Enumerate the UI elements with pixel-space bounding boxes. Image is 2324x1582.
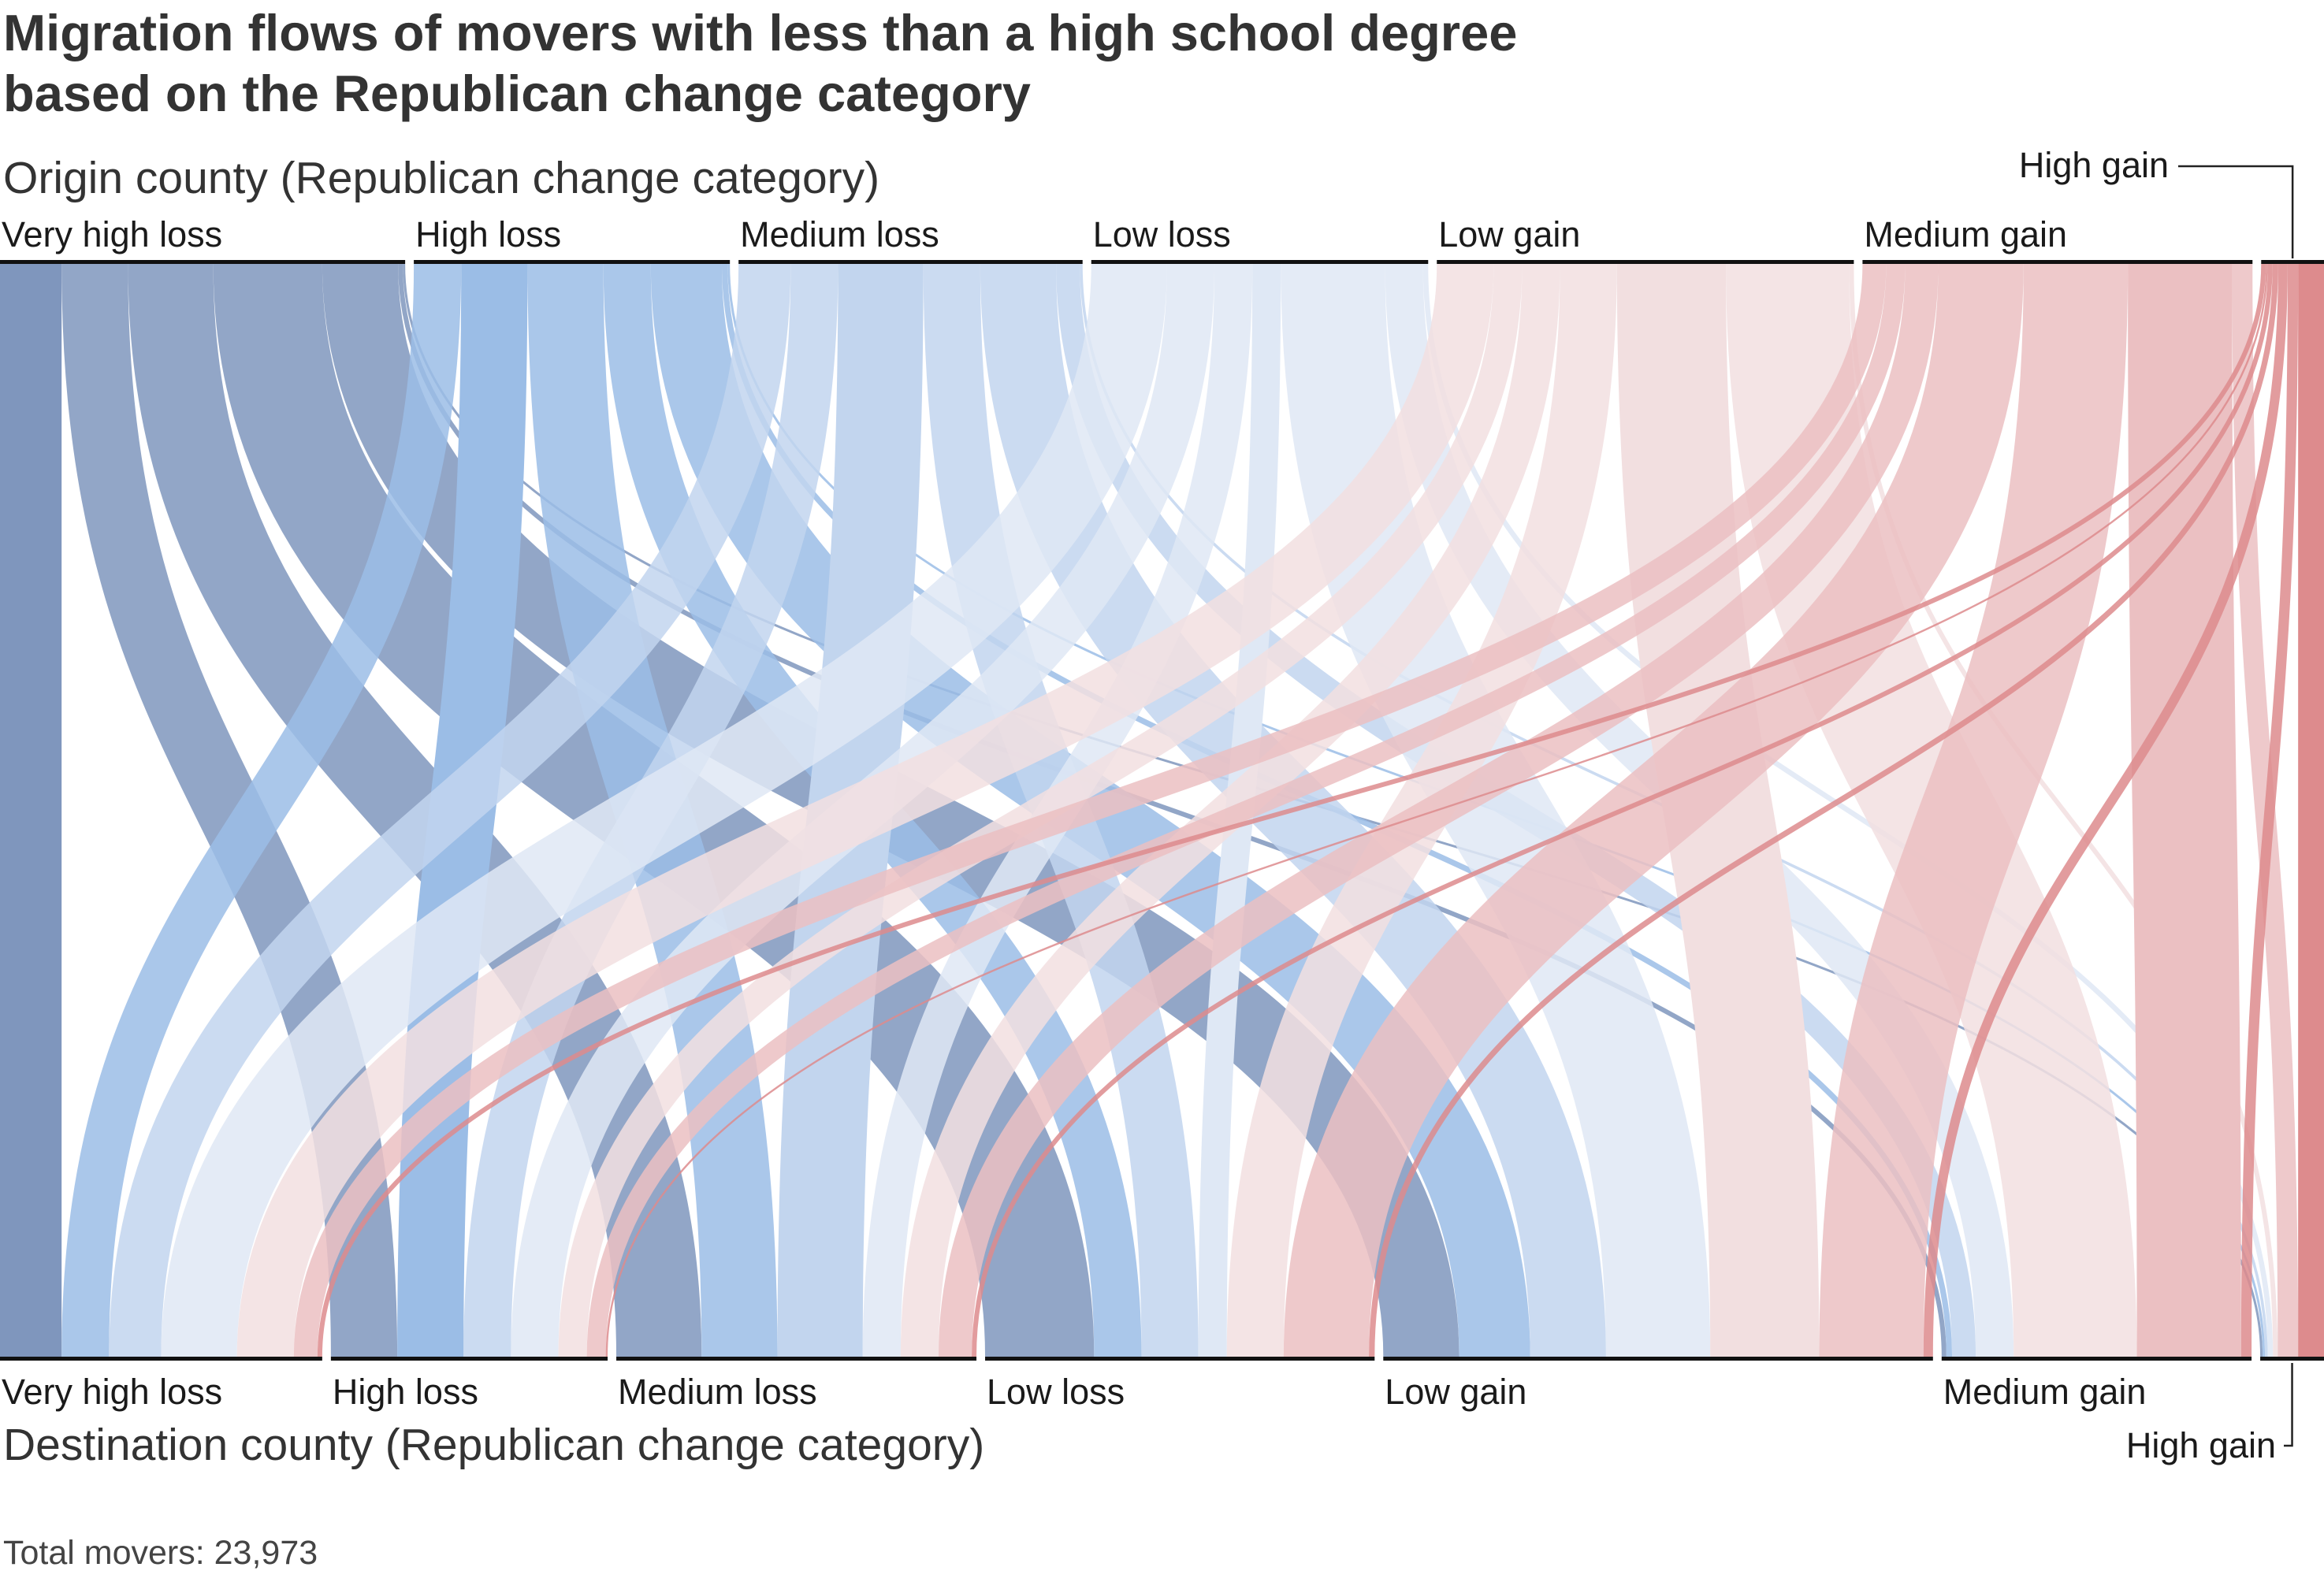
flow-medium-gain-to-very-high-loss [293,263,1887,1357]
flow-high-gain-to-low-gain [1923,263,2288,1357]
destination-label-low-loss: Low loss [987,1372,1125,1412]
destination-label-medium-loss: Medium loss [618,1372,817,1412]
flow-low-gain-to-high-loss [558,263,1523,1357]
destination-bar-low-gain [1383,1357,1933,1361]
flow-high-gain-to-medium-gain [2240,263,2299,1357]
origin-label-medium-loss: Medium loss [740,214,939,254]
flow-high-gain-to-medium-loss [972,263,2273,1357]
origin-label-high-loss: High loss [415,214,561,254]
origin-bar-high-loss [414,260,731,264]
flows-layer [0,263,2324,1357]
destination-label-leader-high-gain [2284,1363,2293,1447]
origin-label-leader-high-gain [2178,165,2294,258]
destination-label-very-high-loss: Very high loss [2,1372,222,1412]
origin-label-very-high-loss: Very high loss [2,214,222,254]
destination-bar-low-loss [985,1357,1375,1361]
origin-label-low-gain: Low gain [1438,214,1580,254]
destination-bar-high-gain [2260,1357,2324,1361]
flow-high-loss-to-very-high-loss [61,263,462,1357]
origin-bar-medium-gain [1862,260,2253,264]
origin-label-low-loss: Low loss [1093,214,1231,254]
flow-medium-gain-to-low-loss [1283,263,2024,1357]
origin-bar-very-high-loss [0,260,406,264]
origin-label-medium-gain: Medium gain [1864,214,2067,254]
destination-label-high-gain: High gain [2126,1425,2276,1465]
chart-title-line-1: Migration flows of movers with less than… [3,4,1517,61]
flow-medium-gain-to-medium-gain [2128,263,2241,1357]
flow-high-gain-to-low-loss [1369,263,2278,1357]
destination-bar-medium-loss [616,1357,977,1361]
destination-bar-very-high-loss [0,1357,322,1361]
origin-axis-label: Origin county (Republican change categor… [3,153,879,203]
flow-high-gain-to-high-loss [605,263,2268,1357]
destination-label-high-loss: High loss [333,1372,478,1412]
destination-bar-medium-gain [1941,1357,2252,1361]
chart-title-line-2: based on the Republican change category [3,65,1031,122]
destination-axis-label: Destination county (Republican change ca… [3,1420,984,1470]
flow-low-loss-to-very-high-loss [161,263,1167,1357]
destination-bar-high-loss [330,1357,608,1361]
origin-bar-high-gain [2261,260,2324,264]
category-labels-layer: Very high loss Very high loss High loss Hig… [2,145,2294,1465]
origin-bar-medium-loss [738,260,1083,264]
destination-label-medium-gain: Medium gain [1943,1372,2147,1412]
category-bars-layer [0,260,2324,1361]
flow-low-gain-to-very-high-loss [236,263,1494,1357]
origin-bar-low-loss [1091,260,1429,264]
flow-low-loss-to-low-gain [1281,263,1711,1357]
flow-high-gain-to-very-high-loss [317,263,2266,1357]
destination-label-low-gain: Low gain [1385,1372,1526,1412]
origin-bar-low-gain [1437,260,1854,264]
total-movers-note: Total movers: 23,973 [3,1534,318,1572]
origin-label-high-gain: High gain [2019,145,2169,185]
flow-medium-gain-to-low-gain [1819,263,2129,1357]
flow-medium-loss-to-very-high-loss [109,263,791,1357]
flow-medium-gain-to-high-loss [586,263,1906,1357]
